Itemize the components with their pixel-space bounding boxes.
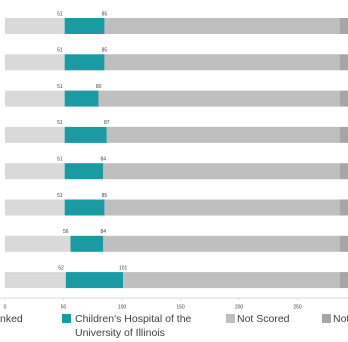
value-label: 101 [119,265,128,271]
x-tick-label: 150 [176,304,185,310]
bar-segment [98,90,340,107]
bar-segment [103,235,340,252]
value-label: 51 [57,48,63,54]
bar-segment [5,18,65,34]
bar-segment [64,199,105,216]
bar-segment [339,54,348,71]
value-label: 51 [57,193,63,199]
legend-swatch [62,314,71,323]
bar-segment [104,199,340,216]
x-tick-label: 50 [61,304,67,310]
bar-segment [64,126,107,143]
bar-segment [339,235,348,252]
value-label: 85 [102,48,108,54]
value-label: 85 [102,11,108,17]
value-label: 51 [57,120,63,126]
bar-segment [103,163,340,180]
bar-segment [64,163,104,180]
bar-segment [70,235,104,252]
legend-label: Not Scored [237,313,290,325]
bar-segment [104,54,340,71]
value-label: 84 [100,229,106,235]
bar-segment [339,163,348,180]
bar-segment [339,199,348,216]
bar-segment [64,18,105,34]
bar-segment [5,90,65,107]
value-label: 52 [58,265,64,271]
bar-segment [5,199,65,216]
legend-swatch [322,314,331,323]
bar-segment [5,163,65,180]
bar-segment [339,90,348,107]
bar-segment [339,272,348,289]
x-tick-label: 0 [4,304,7,310]
value-label: 56 [63,229,69,235]
x-tick-label: 250 [293,304,302,310]
bar-segment [65,272,124,289]
bar-segment [64,90,99,107]
x-tick-label: 100 [118,304,127,310]
value-label: 51 [57,157,63,163]
bar-segment [64,54,105,71]
value-label: 85 [102,193,108,199]
value-label: 51 [57,84,63,90]
bar-segment [106,126,340,143]
value-label: 84 [100,157,106,163]
x-tick-label: 200 [235,304,244,310]
bar-segment [339,18,348,34]
value-label: 51 [57,11,63,17]
bar-segment [339,126,348,143]
legend-label: Not [333,313,348,325]
bar-segment [5,235,71,252]
legend-label: Children's Hospital of the University of … [75,313,192,339]
bar-segment [5,272,66,289]
bar-segment [5,126,65,143]
bar-segment [104,18,340,34]
legend-swatch [226,314,235,323]
value-label: 87 [104,120,110,126]
value-label: 80 [96,84,102,90]
bar-segment [5,54,65,71]
legend-label: nked [0,313,23,325]
bar-segment [123,272,340,289]
